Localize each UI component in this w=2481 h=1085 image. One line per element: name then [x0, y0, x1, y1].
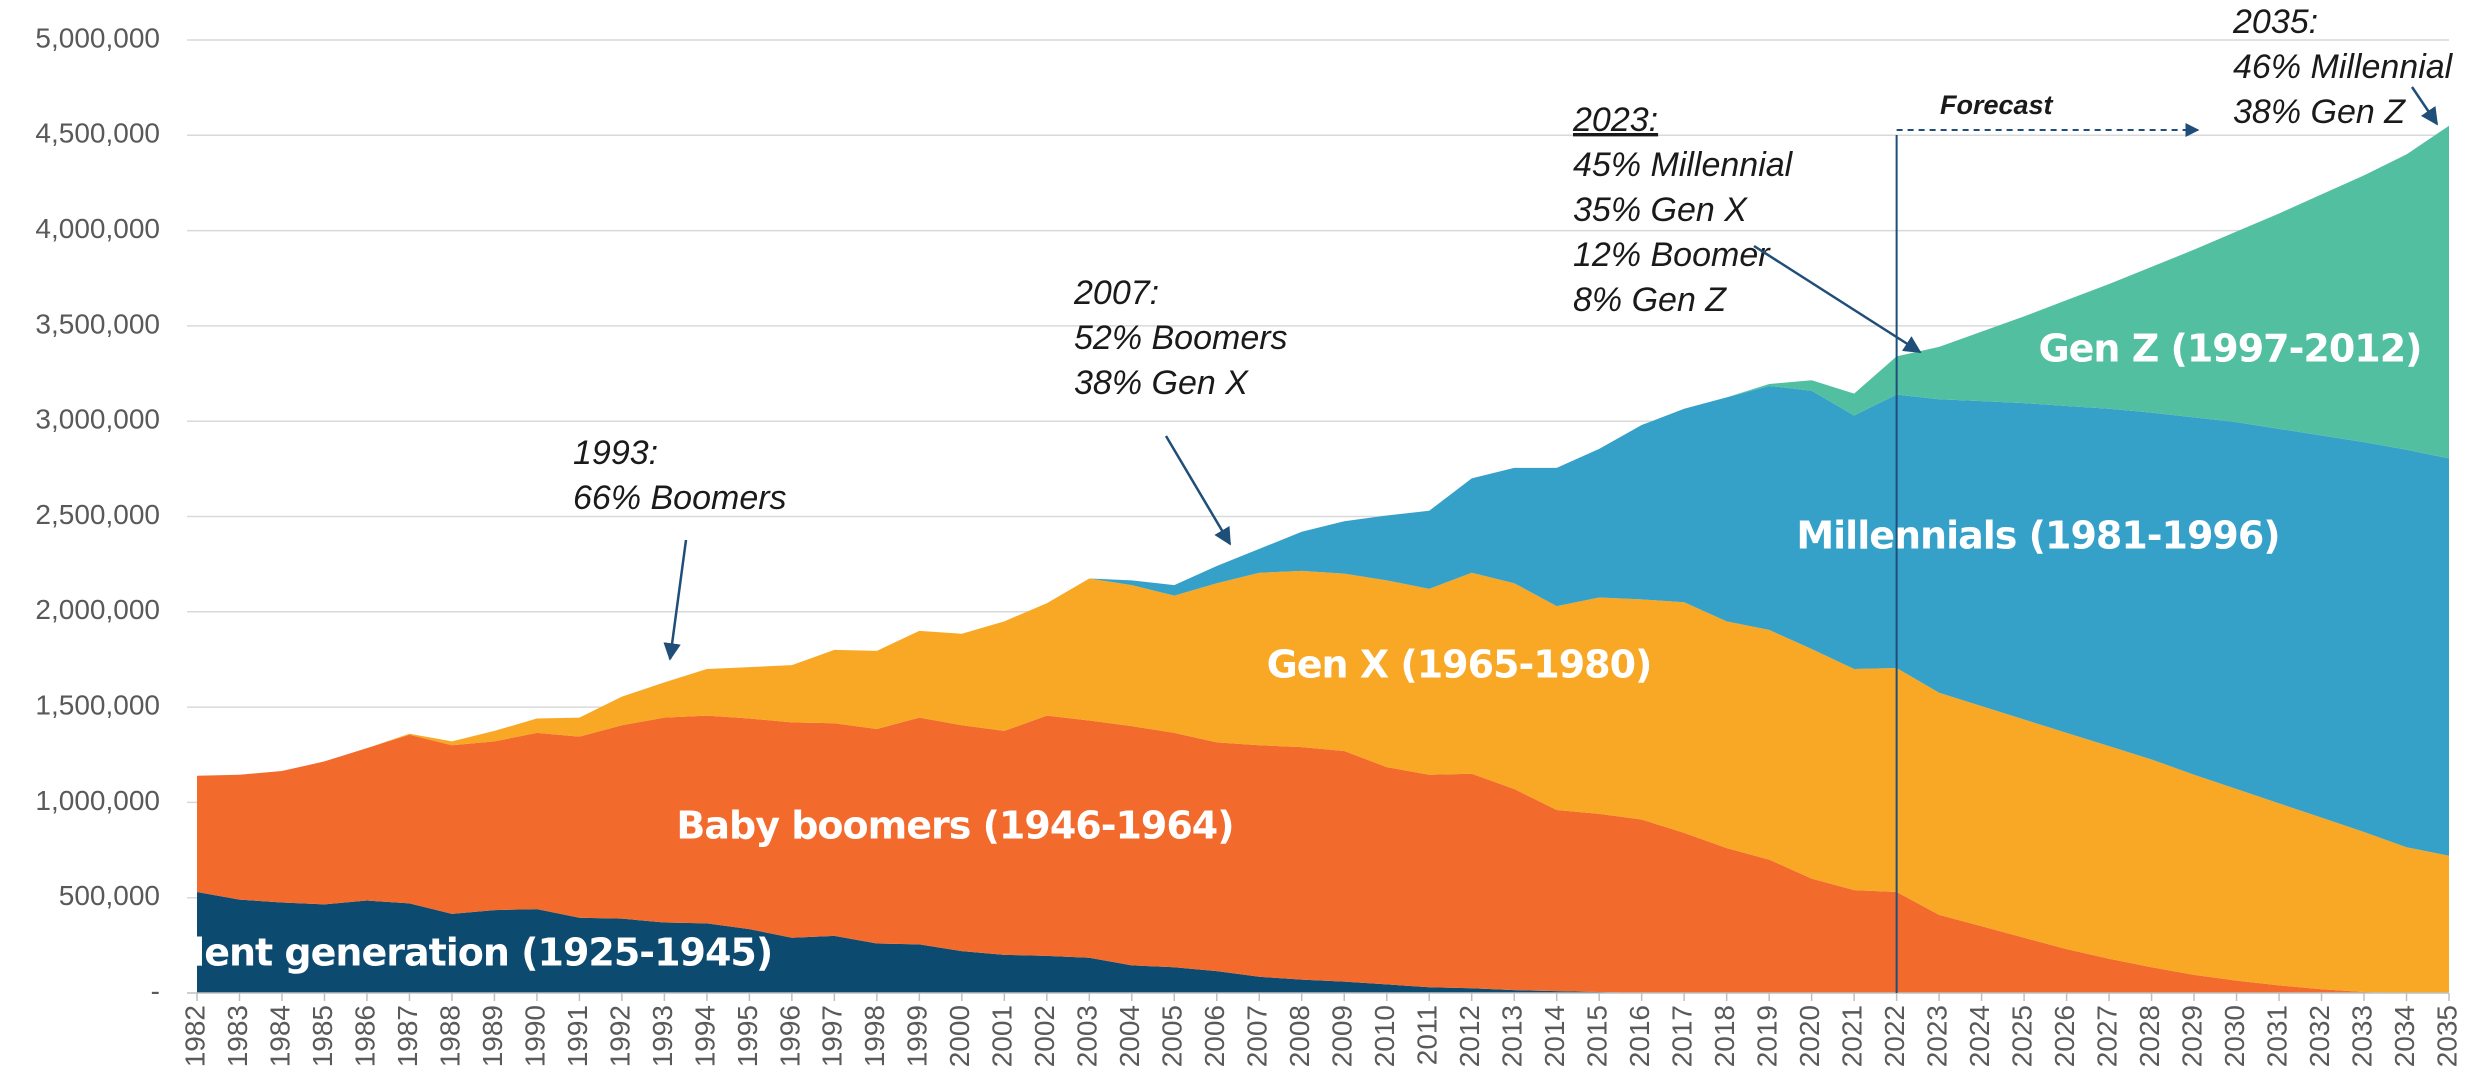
annotation-arrow — [1164, 435, 1232, 546]
x-tick-label: 2030 — [2219, 1005, 2250, 1067]
x-tick-label: 1993 — [647, 1005, 678, 1067]
x-tick-label: 2035 — [2431, 1005, 2462, 1067]
x-tick-label: 2005 — [1157, 1005, 1188, 1067]
y-tick-label: 4,000,000 — [35, 213, 160, 244]
x-tick-label: 2023 — [1922, 1005, 1953, 1067]
x-tick-label: 1983 — [222, 1005, 253, 1067]
area-label: Silent generation (1925-1945) — [154, 931, 772, 975]
x-tick-label: 1992 — [604, 1005, 635, 1067]
area — [197, 715, 2449, 993]
x-tick-label: 2011 — [1412, 1005, 1443, 1065]
y-tick-label: 2,000,000 — [35, 594, 160, 625]
x-tick-label: 2016 — [1624, 1005, 1655, 1067]
x-tick-label: 1986 — [349, 1005, 380, 1067]
x-tick-label: 2034 — [2389, 1005, 2420, 1067]
x-tick-label: 2010 — [1369, 1005, 1400, 1067]
y-tick-label: 2,500,000 — [35, 499, 160, 530]
area-label: Baby boomers (1946-1964) — [676, 804, 1233, 848]
annotation-line: 46% Millennial — [2233, 48, 2454, 86]
x-tick-label: 2013 — [1497, 1005, 1528, 1067]
x-tick-label: 1991 — [562, 1005, 593, 1067]
x-tick-label: 2019 — [1752, 1005, 1783, 1067]
x-tick-label: 2007 — [1242, 1005, 1273, 1067]
overlay: 1982 1983 1984 1985 1986 1987 1988 1989 1990 1991… — [154, 3, 2463, 1067]
annotation-line: 35% Gen X — [1573, 191, 1748, 229]
x-tick-label: 1999 — [902, 1005, 933, 1067]
x-tick-label: 2004 — [1114, 1005, 1145, 1067]
area — [197, 385, 2449, 856]
x-tick-label: 2008 — [1284, 1005, 1315, 1067]
x-tick-label: 1989 — [477, 1005, 508, 1067]
x-tick-label: 2015 — [1582, 1005, 1613, 1067]
y-tick-label: 5,000,000 — [35, 22, 160, 53]
area — [197, 891, 2449, 993]
x-tick-label: 2002 — [1029, 1005, 1060, 1067]
annotation-line: 66% Boomers — [573, 479, 787, 517]
x-tick-label: 1994 — [689, 1005, 720, 1067]
grid: - 500,000 1,000,000 1,500,000 2,000,000 2,500… — [35, 22, 2450, 1006]
annotation-arrow — [2410, 86, 2439, 126]
area — [197, 570, 2449, 993]
x-tick-label: 1997 — [817, 1005, 848, 1067]
x-tick-label: 2032 — [2304, 1005, 2335, 1067]
x-tick-label: 2025 — [2006, 1005, 2037, 1067]
annotation-line: 38% Gen X — [1074, 364, 1249, 402]
annotation-line: 12% Boomer — [1573, 236, 1771, 274]
x-tick-label: 2020 — [1794, 1005, 1825, 1067]
y-tick-label: 3,000,000 — [35, 404, 160, 435]
x-tick-label: 1984 — [264, 1005, 295, 1067]
x-tick-label: 2029 — [2176, 1005, 2207, 1067]
y-tick-label: 4,500,000 — [35, 118, 160, 149]
areas — [197, 125, 2449, 993]
x-tick-label: 1988 — [434, 1005, 465, 1067]
annotation-line: 1993: — [573, 434, 658, 472]
annotation-line: 45% Millennial — [1573, 146, 1794, 184]
x-tick-label: 2000 — [944, 1005, 975, 1067]
forecast-label: Forecast — [1940, 90, 2054, 120]
x-tick-label: 2028 — [2134, 1005, 2165, 1067]
x-tick-label: 2017 — [1667, 1005, 1698, 1067]
x-tick-label: 2001 — [987, 1005, 1018, 1067]
annotation-arrow — [663, 539, 688, 661]
area-label: Gen X (1965-1980) — [1267, 643, 1652, 687]
x-tick-label: 2033 — [2346, 1005, 2377, 1067]
x-tick-label: 2006 — [1199, 1005, 1230, 1067]
x-tick-label: 2014 — [1539, 1005, 1570, 1067]
x-tick-label: 2009 — [1327, 1005, 1358, 1067]
x-tick-label: 2031 — [2261, 1005, 2292, 1067]
x-tick-label: 2022 — [1879, 1005, 1910, 1067]
x-tick-label: 2003 — [1072, 1005, 1103, 1067]
annotation-line: 38% Gen Z — [2233, 93, 2406, 131]
y-tick-label: 3,500,000 — [35, 308, 160, 339]
annotation-line: 52% Boomers — [1074, 319, 1288, 357]
annotation-line: 2035: — [2232, 3, 2318, 41]
annotation-line: 2023: — [1572, 101, 1658, 139]
x-tick-label: 2012 — [1454, 1005, 1485, 1067]
y-tick-label: 500,000 — [59, 880, 160, 911]
annotation-line: 2007: — [1073, 274, 1159, 312]
x-tick-label: 2018 — [1709, 1005, 1740, 1067]
area-label: Millennials (1981-1996) — [1796, 514, 2279, 558]
x-tick-label: 1982 — [179, 1005, 210, 1067]
x-tick-label: 1990 — [519, 1005, 550, 1067]
x-tick-label: 1987 — [392, 1005, 423, 1067]
x-tick-label: 2024 — [1964, 1005, 1995, 1067]
x-tick-label: 1996 — [774, 1005, 805, 1067]
x-tick-label: 1995 — [732, 1005, 763, 1067]
annotation-line: 8% Gen Z — [1573, 281, 1727, 319]
y-tick-label: - — [151, 975, 160, 1006]
x-tick-label: 2026 — [2049, 1005, 2080, 1067]
y-tick-label: 1,500,000 — [35, 689, 160, 720]
annotation-arrow — [1753, 244, 1922, 354]
x-tick-label: 1985 — [307, 1005, 338, 1067]
area-label: Gen Z (1997-2012) — [2038, 327, 2421, 371]
x-tick-label: 1998 — [859, 1005, 890, 1067]
y-tick-label: 1,000,000 — [35, 785, 160, 816]
x-tick-label: 2027 — [2091, 1005, 2122, 1067]
x-tick-label: 2021 — [1837, 1005, 1868, 1067]
